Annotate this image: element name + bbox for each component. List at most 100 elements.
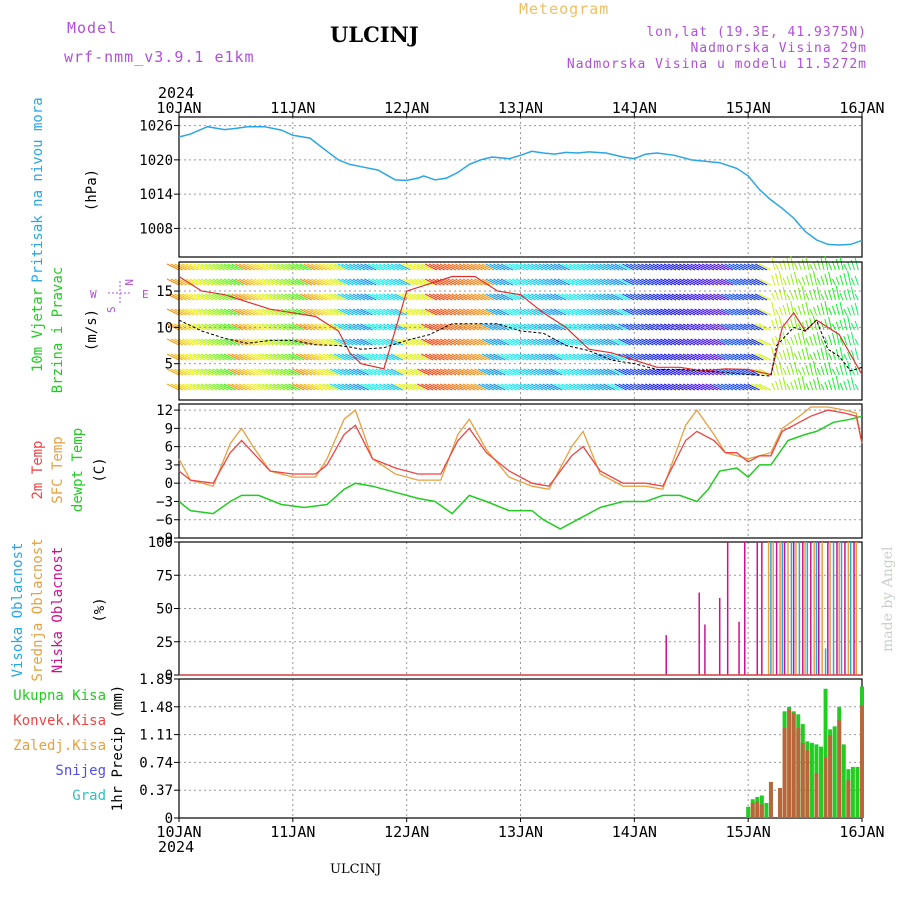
- wind-arrow: [326, 368, 339, 376]
- wind-arrow: [751, 278, 764, 286]
- wind-arrow: [496, 263, 510, 271]
- wind-arrow: [599, 383, 612, 391]
- wind-arrow: [216, 308, 229, 316]
- wind-arrow: [166, 293, 180, 301]
- wind-arrow: [656, 323, 669, 331]
- wind-arrow: [458, 338, 472, 346]
- wind-arrow: [732, 353, 745, 361]
- wind-arrow: [417, 368, 430, 376]
- wind-arrow: [269, 368, 282, 376]
- wind-arrow: [174, 308, 187, 316]
- wind-arrow: [185, 338, 199, 346]
- wind-arrow: [216, 368, 229, 376]
- wind-arrow: [724, 278, 738, 286]
- wind-arrow: [409, 353, 423, 361]
- wind-arrow: [500, 308, 514, 316]
- wind-arrow: [508, 278, 521, 286]
- wind-arrow: [720, 293, 734, 301]
- y-tick-label: 3: [165, 458, 173, 474]
- wind-arrow: [735, 368, 749, 376]
- wind-arrow: [771, 337, 776, 346]
- wind-arrow: [356, 263, 369, 271]
- wind-arrow: [679, 368, 692, 376]
- wind-arrow: [809, 317, 814, 331]
- wind-arrow: [208, 368, 221, 376]
- wind-arrow: [720, 308, 734, 316]
- compass-n: N: [122, 279, 135, 286]
- wind-arrow: [614, 338, 627, 346]
- wind-arrow: [557, 383, 571, 391]
- wind-arrow: [705, 323, 719, 331]
- wind-arrow: [515, 278, 529, 286]
- wind-arrow: [572, 308, 586, 316]
- wind-arrow: [794, 316, 798, 331]
- wind-arrow: [295, 383, 309, 391]
- wind-arrow: [824, 300, 829, 316]
- wind-arrow: [809, 263, 814, 271]
- wind-arrow: [288, 278, 301, 286]
- wind-arrow: [550, 368, 563, 376]
- wind-arrow: [637, 308, 650, 316]
- wind-arrow: [428, 368, 442, 376]
- wind-arrow: [686, 383, 700, 391]
- wind-arrow: [371, 293, 385, 301]
- wind-arrow: [694, 278, 707, 286]
- wind-arrow: [432, 263, 445, 271]
- wind-arrow: [805, 256, 810, 271]
- wind-arrow: [701, 353, 715, 361]
- wind-arrow: [276, 323, 290, 331]
- wind-arrow: [212, 278, 225, 286]
- wind-arrow: [367, 308, 381, 316]
- wind-arrow: [843, 362, 848, 376]
- wind-arrow: [485, 278, 498, 286]
- wind-arrow: [386, 383, 400, 391]
- wind-arrow: [652, 353, 665, 361]
- y-tick-label: 1.11: [139, 728, 173, 744]
- wind-arrow: [314, 338, 328, 346]
- wind-arrow: [413, 353, 426, 361]
- wind-arrow: [421, 263, 434, 271]
- wind-arrow: [656, 263, 669, 271]
- wind-arrow: [831, 278, 836, 286]
- wind-arrow: [299, 278, 313, 286]
- wind-arrow: [424, 383, 438, 391]
- wind-arrow: [409, 308, 423, 316]
- wind-arrow: [568, 338, 582, 346]
- wind-arrow: [174, 338, 187, 346]
- panel-frame-pressure: [178, 116, 863, 258]
- wind-arrow: [713, 263, 726, 271]
- wind-arrow: [310, 323, 324, 331]
- wind-arrow: [455, 308, 468, 316]
- wind-arrow: [493, 353, 506, 361]
- wind-arrow: [519, 368, 533, 376]
- wind-arrow: [360, 278, 373, 286]
- wind-arrow: [417, 383, 430, 391]
- wind-arrow: [557, 353, 571, 361]
- wind-arrow: [595, 353, 608, 361]
- wind-arrow: [356, 293, 369, 301]
- wind-arrow: [250, 383, 263, 391]
- wind-arrow: [786, 338, 791, 346]
- wind-arrow: [421, 293, 434, 301]
- wind-arrow: [512, 308, 525, 316]
- wind-arrow: [299, 308, 313, 316]
- wind-ylabel-2: Brzina i Pravac: [50, 267, 66, 393]
- wind-arrow: [269, 383, 282, 391]
- wind-arrow: [303, 263, 316, 271]
- wind-arrow: [701, 323, 715, 331]
- wind-arrow: [663, 383, 677, 391]
- wind-arrow: [250, 323, 263, 331]
- wind-arrow: [512, 263, 525, 271]
- wind-arrow: [568, 278, 582, 286]
- wind-arrow: [546, 368, 559, 376]
- wind-arrow: [295, 308, 309, 316]
- wind-arrow: [197, 368, 210, 376]
- wind-arrow: [728, 293, 741, 301]
- wind-arrow: [185, 368, 199, 376]
- wind-arrow: [265, 353, 278, 361]
- wind-arrow: [565, 383, 578, 391]
- wind-arrow: [216, 353, 229, 361]
- y-tick-label: 1026: [139, 119, 173, 135]
- wind-arrow: [197, 383, 210, 391]
- wind-arrow: [603, 383, 616, 391]
